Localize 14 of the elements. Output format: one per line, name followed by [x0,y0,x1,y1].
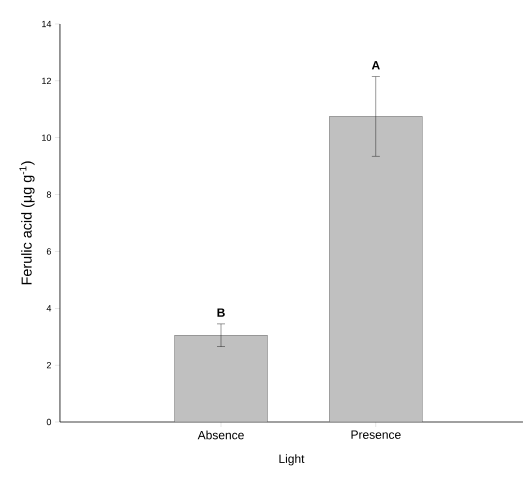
y-tick-label: 8 [46,191,52,198]
x-tick-label: Presence [351,430,401,439]
y-tick-label: 12 [42,78,51,84]
y-tick-label: 2 [46,362,51,368]
annotation: A [372,61,380,70]
x-tick-label: Absence [198,430,244,440]
y-tick-label: 0 [46,418,52,426]
y-axis-title: Ferulic acid (µg g$^{-1}$) [19,161,35,284]
annotation: B [217,308,225,317]
y-tick-label: 14 [42,20,52,28]
y-tick-label: 6 [46,248,52,255]
y-tick-label: 4 [46,305,52,312]
x-axis-title: Light [279,454,304,466]
y-tick-label: 10 [42,134,52,141]
